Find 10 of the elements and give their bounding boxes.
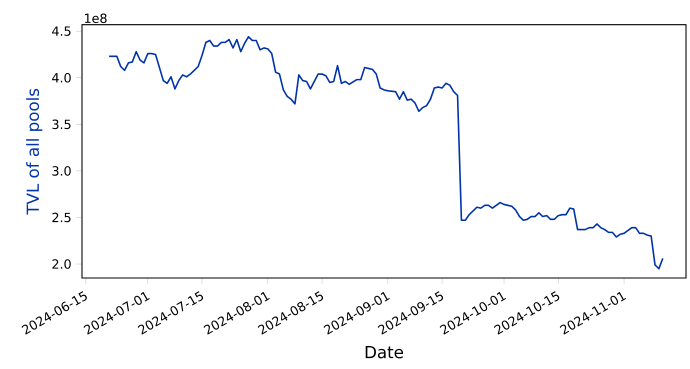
y-tick-label: 4.5: [52, 26, 71, 36]
line-series: [108, 36, 664, 270]
y-tick-label: 3.5: [52, 120, 71, 130]
y-axis-title: TVL of all pools: [26, 88, 42, 215]
y-tick-label: 2.5: [52, 212, 71, 222]
text: 1e8: [85, 13, 107, 24]
y-tick-label: 3.0: [52, 166, 71, 176]
y-tick-label: 4.0: [52, 72, 71, 83]
y-tick-label: 2.0: [52, 259, 71, 269]
x-axis-title: Date: [366, 346, 404, 358]
